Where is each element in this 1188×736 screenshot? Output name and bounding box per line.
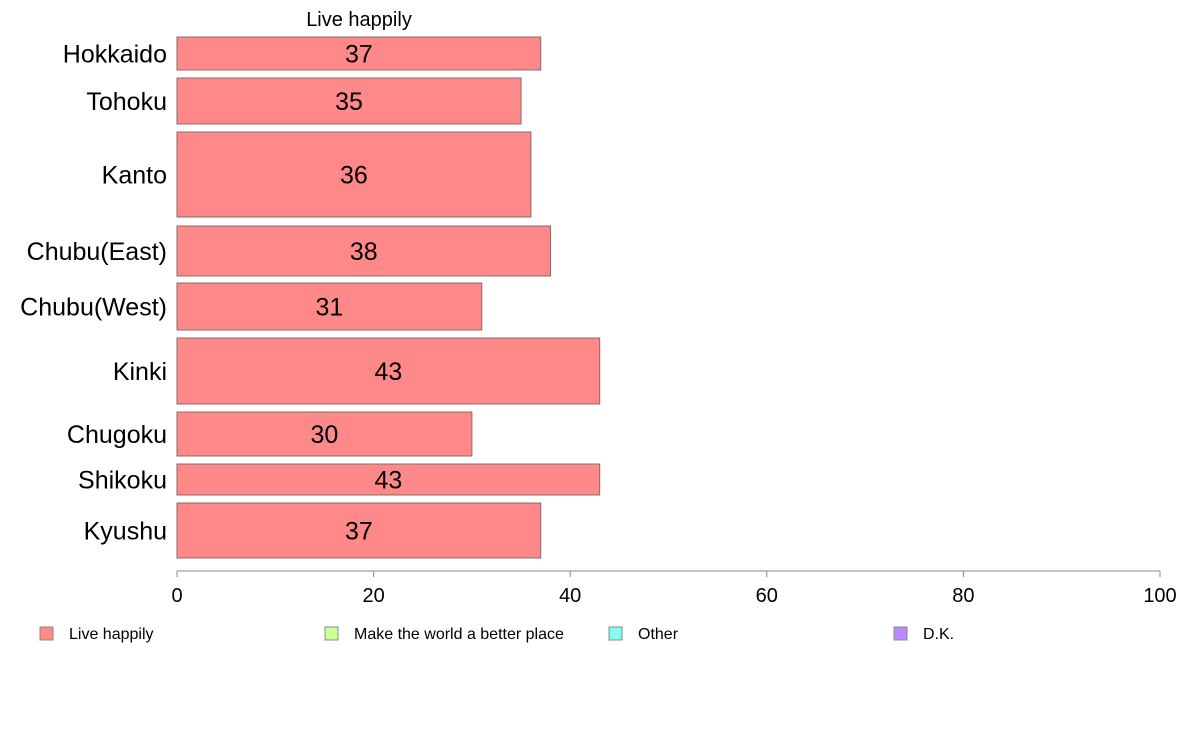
legend-label: Live happily xyxy=(69,626,154,643)
category-label: Kanto xyxy=(102,162,167,190)
bar xyxy=(176,131,532,218)
legend-swatch xyxy=(324,626,339,641)
bar xyxy=(176,77,522,125)
category-label: Chubu(East) xyxy=(27,238,167,266)
x-tick-label: 100 xyxy=(1143,585,1176,607)
bar xyxy=(176,502,542,559)
legend-label: D.K. xyxy=(923,626,954,643)
bar xyxy=(176,225,552,277)
bar-value-label: 37 xyxy=(345,41,373,69)
category-label: Chubu(West) xyxy=(20,294,167,322)
bars-layer: 37 Hokkaido 35 Tohoku 36 Kanto 38 Chubu(East) 31… xyxy=(20,36,601,559)
legend-label: Other xyxy=(638,626,679,643)
legend: Live happily Make the world a better plac… xyxy=(39,626,954,643)
bar-value-label: 35 xyxy=(335,88,363,116)
category-label: Kyushu xyxy=(84,518,167,546)
category-label: Shikoku xyxy=(78,467,167,495)
legend-swatch xyxy=(893,626,908,641)
bar-value-label: 43 xyxy=(374,467,402,495)
bar-value-label: 31 xyxy=(315,294,343,322)
x-tick-label: 60 xyxy=(756,585,778,607)
bar-value-label: 30 xyxy=(311,421,339,449)
x-tick-label: 40 xyxy=(559,585,581,607)
bar-value-label: 37 xyxy=(345,518,373,546)
legend-label: Make the world a better place xyxy=(354,626,564,643)
bar xyxy=(176,282,483,331)
bar xyxy=(176,411,473,457)
chart-title: Live happily xyxy=(306,9,412,31)
bar xyxy=(176,337,601,405)
category-label: Tohoku xyxy=(86,88,167,116)
bar xyxy=(176,36,542,71)
bar xyxy=(176,463,601,496)
bar-value-label: 38 xyxy=(350,238,378,266)
bar-value-label: 36 xyxy=(340,162,368,190)
legend-swatch xyxy=(39,626,54,641)
x-tick-label: 20 xyxy=(362,585,384,607)
bar-value-label: 43 xyxy=(374,358,402,386)
category-label: Hokkaido xyxy=(63,41,167,69)
x-tick-label: 0 xyxy=(171,585,182,607)
x-axis: 0 20 40 60 80 100 xyxy=(171,570,1177,607)
x-tick-label: 80 xyxy=(952,585,974,607)
category-label: Chugoku xyxy=(67,421,167,449)
category-label: Kinki xyxy=(113,358,167,386)
legend-swatch xyxy=(608,626,623,641)
